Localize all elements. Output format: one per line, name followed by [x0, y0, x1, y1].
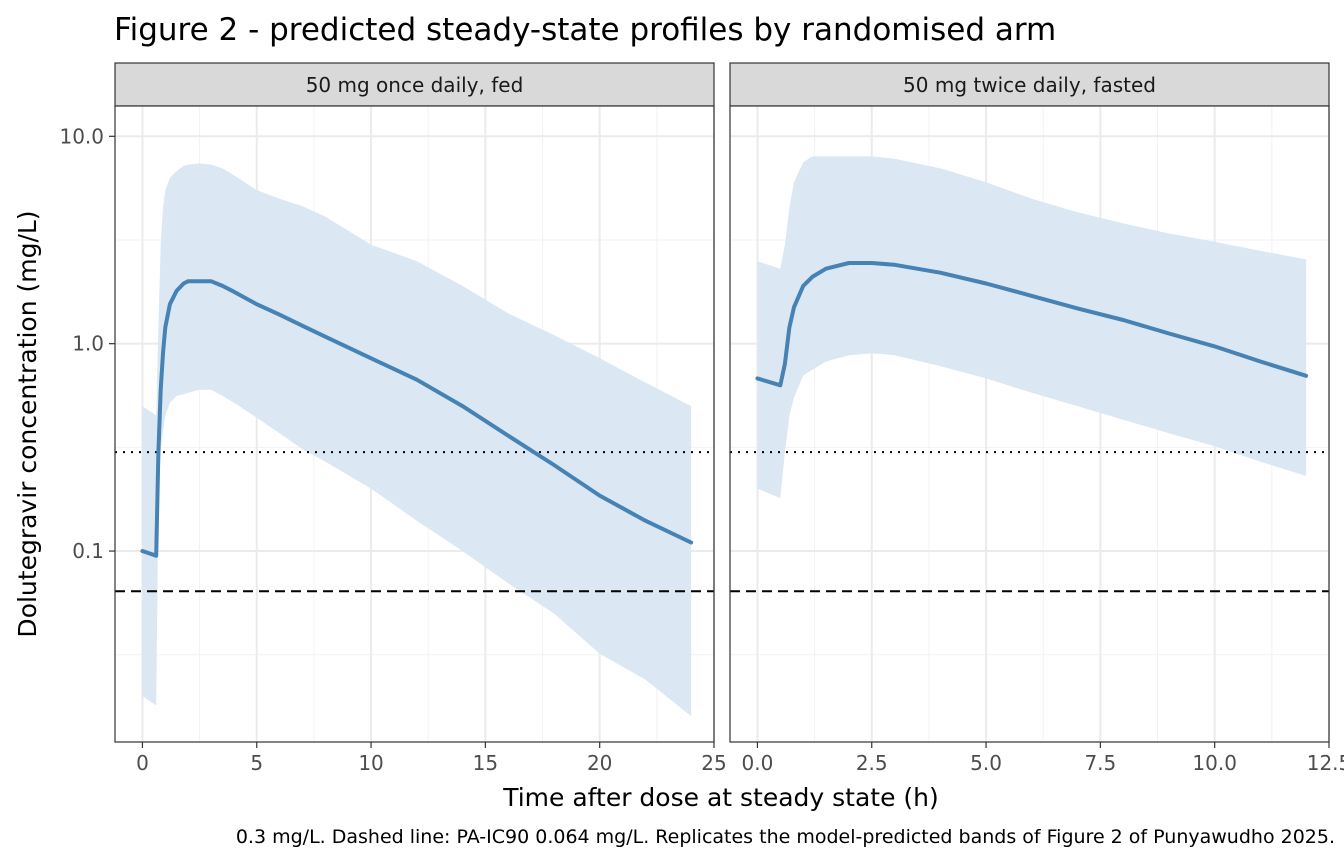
x-tick-label: 10.0 — [1192, 751, 1237, 775]
strip-background — [114, 62, 715, 107]
strip-background — [729, 62, 1330, 107]
y-axis-ticks: 0.1 1.0 10.0 — [59, 124, 115, 563]
x-axis-title: Time after dose at steady state (h) — [502, 783, 939, 812]
x-tick-label: 0 — [136, 751, 149, 775]
x-tick-label: 7.5 — [1084, 751, 1116, 775]
y-axis-title: Dolutegravir concentration (mg/L) — [13, 210, 42, 637]
panel-twice-daily-fasted: 50 mg twice daily, fasted 0.0 2.5 5.0 7.5 10… — [729, 62, 1344, 775]
median-line-path — [140, 279, 694, 558]
y-tick-label: 10.0 — [59, 124, 104, 148]
prediction-band-area — [142, 163, 692, 717]
x-tick-label: 0.0 — [742, 751, 774, 775]
panel-border — [114, 105, 715, 743]
prediction-band-area — [757, 156, 1307, 499]
y-tick-label: 0.1 — [72, 539, 104, 563]
x-axis-ticks: 0.0 2.5 5.0 7.5 10.0 12.5 — [742, 742, 1344, 775]
x-tick-label: 20 — [587, 751, 612, 775]
x-axis-ticks: 0 5 10 15 20 25 — [136, 742, 727, 775]
x-tick-label: 12.5 — [1307, 751, 1344, 775]
x-tick-label: 5 — [250, 751, 263, 775]
x-tick-label: 10 — [358, 751, 383, 775]
y-tick-label: 1.0 — [72, 332, 104, 356]
panel-once-daily-fed: 50 mg once daily, fed 0 5 10 15 20 25 0.1 1.0 1… — [59, 62, 727, 775]
median-line — [140, 279, 694, 558]
x-tick-label: 25 — [701, 751, 726, 775]
x-tick-label: 5.0 — [970, 751, 1002, 775]
strip-label: 50 mg once daily, fed — [306, 73, 524, 97]
chart-title: Figure 2 - predicted steady-state profil… — [114, 12, 1056, 48]
strip-label: 50 mg twice daily, fasted — [903, 73, 1156, 97]
prediction-band — [142, 163, 692, 717]
chart-caption: 0.3 mg/L. Dashed line: PA-IC90 0.064 mg/… — [236, 826, 1335, 848]
reference-lines — [730, 451, 1329, 593]
x-tick-label: 15 — [473, 751, 498, 775]
reference-lines — [115, 451, 714, 593]
median-line-path — [755, 261, 1309, 388]
x-tick-label: 2.5 — [856, 751, 888, 775]
panel-border — [729, 105, 1330, 743]
median-line — [755, 261, 1309, 388]
prediction-band — [757, 156, 1307, 499]
